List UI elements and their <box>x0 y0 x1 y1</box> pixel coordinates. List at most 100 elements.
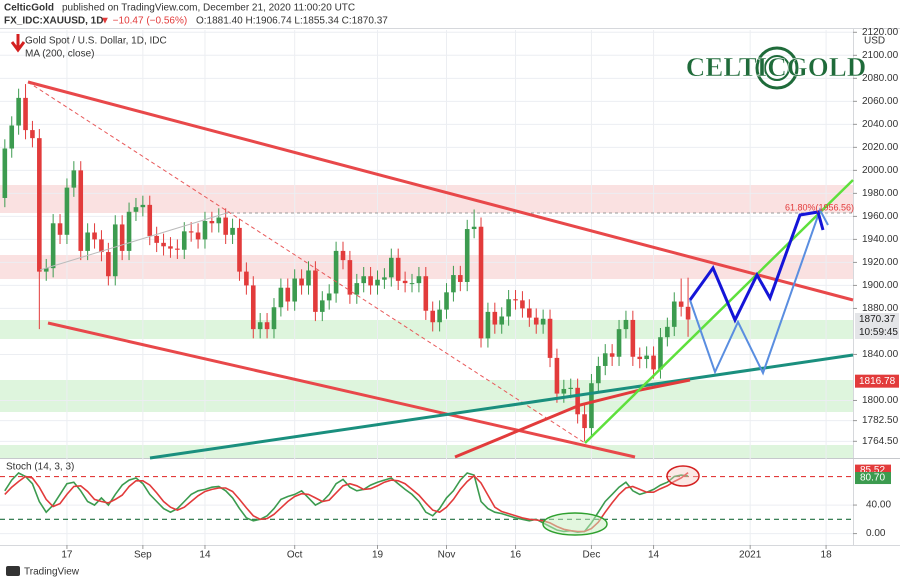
candle-body <box>244 271 249 286</box>
candle-body <box>368 276 373 286</box>
candle-body <box>16 97 21 126</box>
candle-body <box>326 293 332 301</box>
candle-body <box>685 306 691 320</box>
candle-body <box>665 326 670 338</box>
candle-body <box>175 248 180 250</box>
y-tick-label: 2120.00 <box>862 27 899 38</box>
x-tick-label: Sep <box>134 550 152 561</box>
fib-label: 61.80%(1956.56) <box>785 202 854 212</box>
candle-body <box>382 277 387 280</box>
candle-body <box>637 356 643 360</box>
candle-body <box>154 235 159 243</box>
price-tag <box>855 313 899 327</box>
candle-body <box>416 276 422 284</box>
candle-body <box>92 232 97 240</box>
candle-body <box>2 148 8 198</box>
candle-body <box>430 310 436 323</box>
trend-line <box>27 81 586 444</box>
x-tick-label: 2021 <box>739 550 762 561</box>
candle-body <box>140 204 146 208</box>
candle-body <box>609 353 615 357</box>
legend-ma: MA (200, close) <box>25 49 94 60</box>
candle-body <box>57 223 63 235</box>
y-tick-label: 1920.00 <box>862 257 899 268</box>
candle-body <box>168 246 173 249</box>
x-tick-label: 17 <box>61 550 73 561</box>
candle-body <box>568 387 574 389</box>
candle-body <box>333 250 339 294</box>
candle-body <box>478 226 484 339</box>
candle-body <box>582 414 587 429</box>
trend-line <box>27 80 854 302</box>
y-tick-label: 1900.00 <box>862 280 899 291</box>
countdown: 10:59:45 <box>859 327 898 338</box>
axis-labels: 2120.00 2100.00 2080.00 2060.00 2040.00 2020.… <box>853 27 899 539</box>
candle-body <box>589 383 594 429</box>
candle-body <box>485 311 491 339</box>
candle-body <box>126 211 132 251</box>
x-tick-label: 14 <box>199 550 211 561</box>
candle-body <box>602 353 608 366</box>
support-zone <box>0 380 853 412</box>
x-tick-label: 19 <box>372 550 384 561</box>
trend-line <box>584 179 854 444</box>
candle-body <box>230 227 235 235</box>
candle-body <box>99 239 104 253</box>
value-tag <box>855 472 891 485</box>
y-tick-label: 2060.00 <box>862 96 899 107</box>
change: ▼ −10.47 (−0.56%) <box>100 16 187 27</box>
y-tick-label: 1980.00 <box>862 188 899 199</box>
candle-body <box>651 355 656 370</box>
candle-body <box>223 217 228 235</box>
candle-body <box>361 276 366 284</box>
candle-body <box>292 278 297 302</box>
grid <box>0 30 853 545</box>
logo-knot <box>755 46 799 90</box>
trend-line <box>149 353 854 460</box>
candle-body <box>119 224 125 251</box>
candle-body <box>106 252 111 277</box>
footer: TradingView <box>24 567 80 578</box>
candle-body <box>575 387 580 415</box>
candle-body <box>271 307 277 330</box>
candle-body <box>23 97 28 131</box>
y-tick-label: 1840.00 <box>862 349 899 360</box>
candles <box>0 84 853 534</box>
resistance-zone <box>0 185 853 213</box>
candle-body <box>458 275 463 282</box>
candle-body <box>623 319 629 330</box>
candle-body <box>264 322 270 330</box>
trend-line <box>47 321 636 459</box>
candle-body <box>188 231 194 233</box>
candle-body <box>257 322 263 330</box>
candle-body <box>313 270 318 312</box>
y-tick-label: 2000.00 <box>862 165 899 176</box>
candle-body <box>71 170 77 188</box>
logo-knot <box>764 55 790 81</box>
stoch-title: Stoch (14, 3, 3) <box>6 462 74 473</box>
candle-body <box>237 227 242 272</box>
value-tag-label: 85.52 <box>860 465 885 476</box>
candle-body <box>43 268 49 272</box>
candle-body <box>9 125 15 149</box>
ma-line <box>454 378 691 459</box>
published-note: published on TradingView.com, December 2… <box>62 3 355 14</box>
candle-body <box>547 318 553 358</box>
candle-body <box>50 223 56 269</box>
currency: USD <box>864 36 885 47</box>
candle-body <box>492 311 498 325</box>
projection <box>689 207 829 376</box>
candle-body <box>319 300 325 312</box>
candle-body <box>285 287 291 302</box>
candle-body <box>250 285 256 330</box>
candle-body <box>354 283 360 295</box>
candle-body <box>375 279 380 286</box>
candle-body <box>389 257 394 278</box>
candle-body <box>451 275 456 293</box>
publisher: CelticGold <box>4 3 54 14</box>
footer-logo <box>6 566 20 576</box>
candle-body <box>671 301 677 327</box>
logo-text: CELTICGOLD <box>686 52 867 82</box>
candle-body <box>195 232 201 240</box>
